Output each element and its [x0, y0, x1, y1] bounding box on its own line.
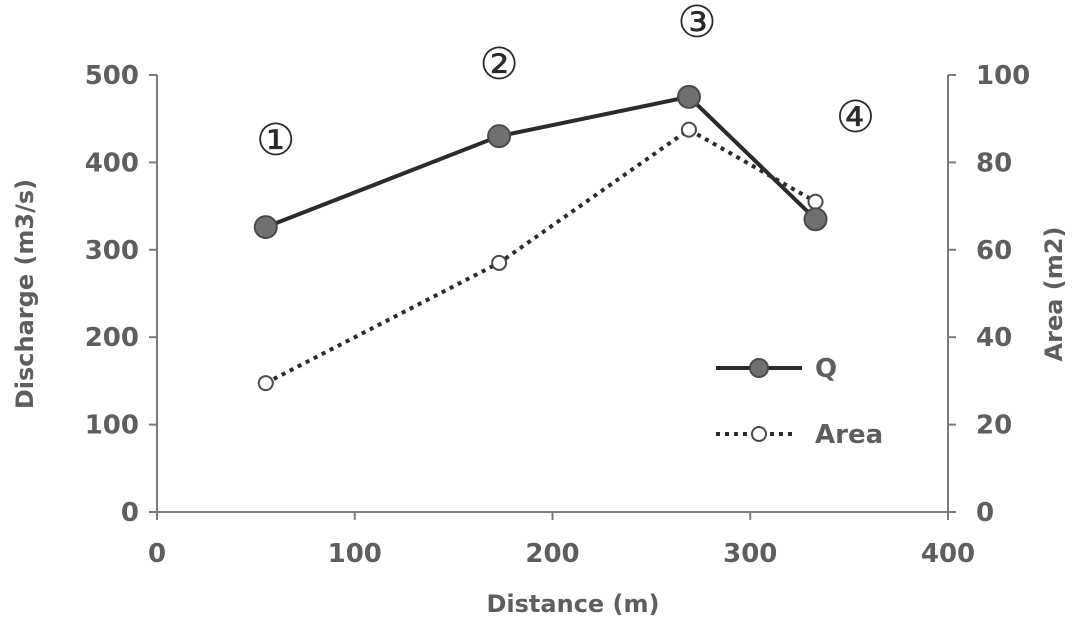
area-point — [680, 121, 697, 138]
series-area-line — [264, 127, 817, 385]
legend-area-marker — [751, 426, 767, 442]
y-axis-title: Discharge (m3/s) — [11, 179, 39, 409]
y-tick-label: 500 — [85, 61, 139, 91]
q-point — [253, 215, 278, 240]
site-label: ① — [256, 115, 295, 166]
y2-tick-label: 60 — [976, 236, 1012, 266]
series-q-line — [265, 94, 817, 229]
site-label: ④ — [836, 92, 875, 143]
y-tick-label: 100 — [85, 411, 139, 441]
y2-axis-title: Area (m2) — [1040, 227, 1068, 362]
y2-axis-ticks: 0 20 40 60 80 100 — [948, 61, 1030, 528]
y2-tick-label: 40 — [976, 323, 1012, 353]
y-tick-label: 0 — [121, 498, 139, 528]
legend: Q Area — [716, 354, 883, 450]
q-point — [803, 207, 828, 232]
x-tick-label: 200 — [525, 539, 579, 569]
y2-tick-label: 20 — [976, 411, 1012, 441]
site-label: ③ — [677, 0, 716, 48]
x-tick-label: 0 — [148, 539, 166, 569]
legend-area-label: Area — [815, 420, 883, 450]
area-point — [491, 254, 508, 271]
x-axis-ticks: 0 100 200 300 400 — [148, 512, 975, 569]
legend-q-marker — [749, 358, 769, 378]
x-tick-label: 400 — [921, 539, 975, 569]
y2-tick-label: 100 — [976, 61, 1030, 91]
area-point — [257, 375, 274, 392]
y2-tick-label: 80 — [976, 148, 1012, 178]
y-tick-label: 200 — [85, 323, 139, 353]
area-point — [807, 193, 824, 210]
y2-tick-label: 0 — [976, 498, 994, 528]
x-tick-label: 300 — [723, 539, 777, 569]
x-axis-title: Distance (m) — [487, 590, 660, 618]
q-point — [487, 124, 512, 149]
series-layer — [253, 84, 828, 392]
site-labels: ① ② ③ ④ — [256, 0, 875, 166]
y-tick-label: 400 — [85, 148, 139, 178]
q-point — [676, 84, 701, 109]
y-axis-ticks: 0 100 200 300 400 500 — [85, 61, 157, 528]
x-tick-label: 100 — [328, 539, 382, 569]
y-tick-label: 300 — [85, 236, 139, 266]
legend-q-label: Q — [815, 354, 837, 384]
site-label: ② — [479, 39, 518, 90]
